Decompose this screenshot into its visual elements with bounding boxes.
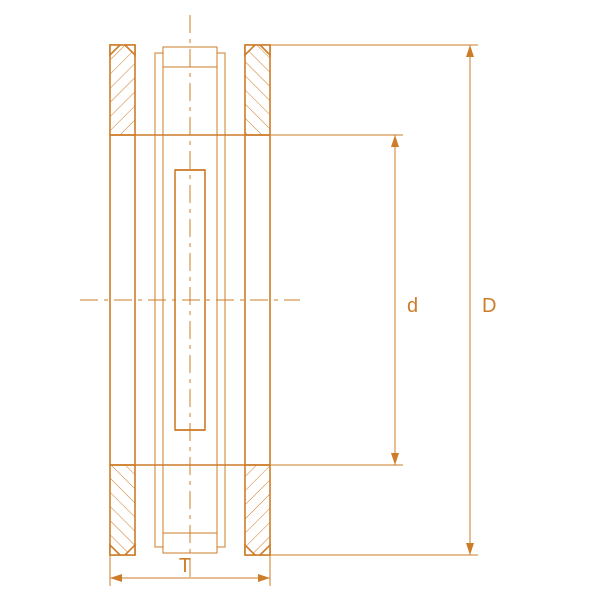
- dimension-d-label: d: [407, 295, 418, 317]
- bearing-diagram: Dd T: [0, 0, 600, 600]
- dimension-D-label: D: [482, 295, 496, 317]
- dimension-T-label: T: [179, 555, 191, 577]
